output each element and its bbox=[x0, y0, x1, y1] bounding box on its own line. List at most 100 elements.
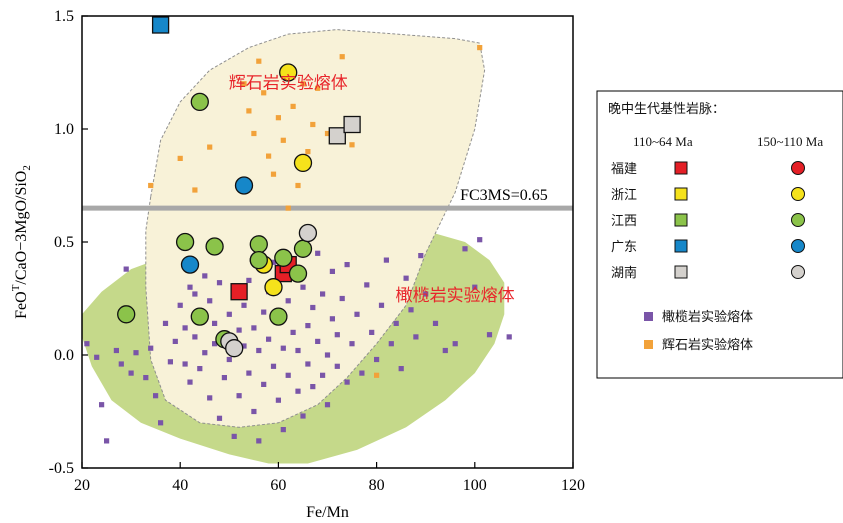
peridotite-melt-point bbox=[207, 395, 212, 400]
guangdong-circle-marker bbox=[236, 177, 253, 194]
peridotite-melt-point bbox=[114, 348, 119, 353]
legend-square-zhejiang bbox=[675, 188, 687, 200]
peridotite-melt-point bbox=[462, 246, 467, 251]
jiangxi-circle-marker bbox=[177, 234, 194, 251]
peridotite-melt-point bbox=[192, 291, 197, 296]
peridotite-melt-point bbox=[281, 427, 286, 432]
legend-label-jiangxi: 江西 bbox=[611, 214, 637, 229]
peridotite-melt-point bbox=[129, 371, 134, 376]
peridotite-melt-point bbox=[364, 282, 369, 287]
y-axis-title: FeOT/CaO−3MgO/SiO2 bbox=[10, 165, 33, 319]
x-tick-label-20: 20 bbox=[74, 477, 90, 494]
peridotite-melt-point bbox=[168, 359, 173, 364]
peridotite-melt-point bbox=[286, 373, 291, 378]
peridotite-melt-point bbox=[187, 380, 192, 385]
legend-square-jiangxi bbox=[675, 214, 687, 226]
peridotite-melt-point bbox=[369, 330, 374, 335]
peridotite-melt-point bbox=[408, 307, 413, 312]
peridotite-melt-point bbox=[487, 332, 492, 337]
y-tick-label-0-5: 0.5 bbox=[54, 234, 74, 251]
peridotite-melt-point bbox=[153, 393, 158, 398]
zhejiang-circle-marker bbox=[265, 279, 282, 296]
peridotite-melt-point bbox=[354, 312, 359, 317]
pyroxenite-melt-point bbox=[281, 138, 286, 143]
peridotite-melt-point bbox=[359, 371, 364, 376]
peridotite-melt-point bbox=[266, 337, 271, 342]
peridotite-melt-point bbox=[94, 355, 99, 360]
peridotite-melt-point bbox=[345, 380, 350, 385]
peridotite-melt-point bbox=[133, 350, 138, 355]
y-axis-title-sub: 2 bbox=[21, 165, 33, 171]
legend-circle-jiangxi bbox=[792, 214, 805, 227]
peridotite-melt-point bbox=[119, 361, 124, 366]
jiangxi-circle-marker bbox=[290, 265, 307, 282]
peridotite-melt-point bbox=[183, 361, 188, 366]
jiangxi-circle-marker bbox=[118, 306, 135, 323]
peridotite-melt-point bbox=[295, 348, 300, 353]
peridotite-melt-point bbox=[340, 296, 345, 301]
legend-label-zhejiang: 浙江 bbox=[611, 188, 637, 203]
peridotite-melt-point bbox=[192, 334, 197, 339]
peridotite-melt-point bbox=[212, 321, 217, 326]
peridotite-melt-point bbox=[207, 298, 212, 303]
hunan-square-marker bbox=[344, 117, 360, 133]
pyroxenite-melt-point bbox=[271, 172, 276, 177]
peridotite-melt-point bbox=[413, 334, 418, 339]
hunan-square-marker bbox=[329, 128, 345, 144]
y-tick-label-1-0: 1.0 bbox=[54, 121, 74, 138]
peridotite-melt-point bbox=[394, 321, 399, 326]
x-axis-ticks: 20 40 60 80 100 120 bbox=[74, 462, 585, 494]
y-axis-title-b: /CaO−3MgO/SiO bbox=[13, 171, 30, 285]
peridotite-melt-point bbox=[217, 280, 222, 285]
peridotite-melt-point bbox=[310, 305, 315, 310]
legend-col-header-early: 110~64 Ma bbox=[633, 134, 693, 149]
legend-square-fujian bbox=[675, 162, 687, 174]
pyroxenite-melt-point bbox=[477, 45, 482, 50]
pyroxenite-melt-point bbox=[291, 104, 296, 109]
peridotite-melt-point bbox=[197, 366, 202, 371]
peridotite-melt-point bbox=[384, 258, 389, 263]
peridotite-melt-point bbox=[418, 253, 423, 258]
jiangxi-circle-marker bbox=[250, 236, 267, 253]
pyroxenite-melt-point bbox=[349, 142, 354, 147]
y-tick-label-1-5: 1.5 bbox=[54, 8, 74, 25]
fujian-square-marker bbox=[231, 284, 247, 300]
peridotite-field-label: 橄榄岩实验熔体 bbox=[396, 286, 515, 306]
jiangxi-circle-marker bbox=[275, 249, 292, 266]
peridotite-melt-point bbox=[241, 303, 246, 308]
peridotite-melt-point bbox=[330, 269, 335, 274]
x-tick-label-40: 40 bbox=[172, 477, 188, 494]
peridotite-melt-point bbox=[315, 339, 320, 344]
y-axis-title-a: FeO bbox=[13, 291, 30, 319]
peridotite-melt-point bbox=[399, 366, 404, 371]
guangdong-square-marker bbox=[153, 17, 169, 33]
pyroxenite-melt-point bbox=[310, 122, 315, 127]
peridotite-melt-point bbox=[291, 330, 296, 335]
peridotite-melt-point bbox=[335, 364, 340, 369]
x-tick-label-60: 60 bbox=[270, 477, 286, 494]
pyroxenite-melt-point bbox=[305, 149, 310, 154]
peridotite-melt-point bbox=[237, 328, 242, 333]
legend-label-peridotite-melt: 橄榄岩实验熔体 bbox=[662, 309, 753, 325]
peridotite-melt-point bbox=[310, 384, 315, 389]
peridotite-melt-point bbox=[237, 393, 242, 398]
peridotite-melt-point bbox=[330, 316, 335, 321]
threshold-label: FC3MS=0.65 bbox=[460, 187, 548, 204]
pyroxenite-melt-point bbox=[276, 115, 281, 120]
peridotite-melt-point bbox=[374, 357, 379, 362]
peridotite-melt-point bbox=[271, 364, 276, 369]
pyroxenite-melt-point bbox=[246, 108, 251, 113]
pyroxenite-melt-point bbox=[286, 206, 291, 211]
peridotite-melt-point bbox=[256, 348, 261, 353]
legend-label-fujian: 福建 bbox=[611, 162, 637, 177]
pyroxenite-melt-point bbox=[295, 183, 300, 188]
x-tick-label-120: 120 bbox=[561, 477, 585, 494]
pyroxenite-melt-point bbox=[374, 373, 379, 378]
peridotite-melt-point bbox=[163, 321, 168, 326]
peridotite-melt-point bbox=[148, 346, 153, 351]
legend-square-hunan bbox=[675, 266, 687, 278]
legend-title: 晚中生代基性岩脉： bbox=[608, 102, 725, 117]
peridotite-melt-point bbox=[261, 310, 266, 315]
peridotite-melt-point bbox=[251, 325, 256, 330]
